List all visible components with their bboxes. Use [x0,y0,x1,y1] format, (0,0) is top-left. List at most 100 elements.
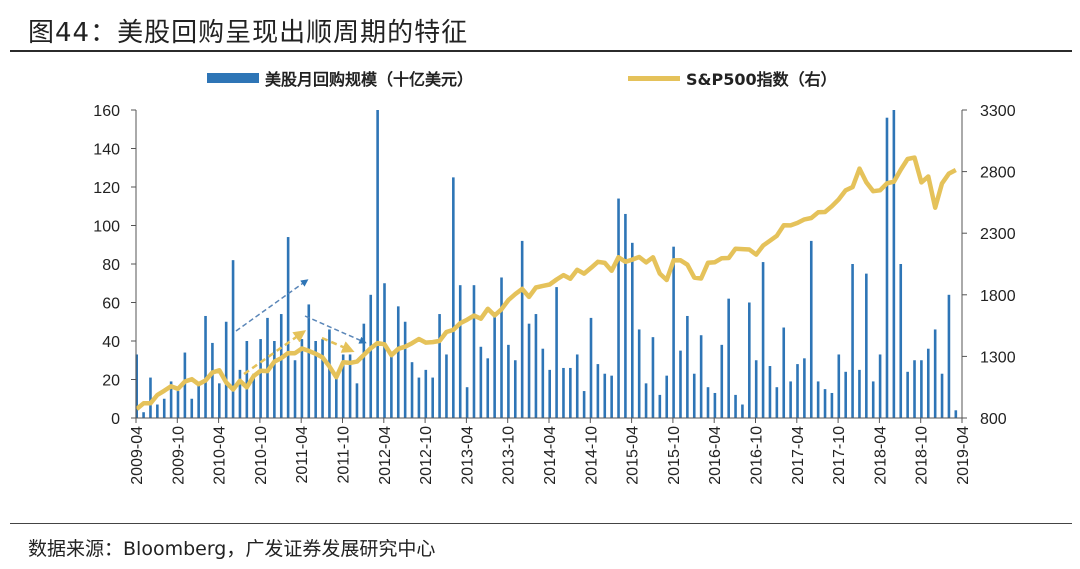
bar [933,329,937,418]
x-tick-label: 2018-04 [872,426,889,485]
bar [878,354,882,418]
bar [940,373,944,418]
bar [789,381,792,418]
bar [410,362,414,418]
x-tick-label: 2015-10 [666,426,683,485]
bar [273,341,276,418]
bar [809,240,813,418]
bar [699,335,703,418]
bar [486,358,490,418]
bar [658,394,662,418]
x-tick: 2011-04 [294,418,311,484]
bar [507,344,510,418]
bar [885,117,889,418]
x-tick: 2015-04 [625,418,642,485]
bar [169,381,173,418]
bar [624,213,627,418]
bar [479,346,483,418]
y-right-tick: 1300 [962,349,1016,366]
x-tick: 2012-10 [418,418,435,485]
x-tick-label: 2019-04 [955,426,972,485]
x-tick-label: 2009-10 [170,426,187,485]
bar [513,360,517,418]
bar [692,373,696,418]
bar [548,369,551,418]
bar [617,198,620,418]
footer-divider [10,523,1072,524]
y-left-tick-label: 160 [93,103,120,120]
bar [920,360,923,418]
bar [286,237,290,418]
bar [204,315,207,418]
x-tick-label: 2010-10 [253,426,270,485]
bar [713,392,717,418]
bar [596,364,600,418]
bar [644,383,648,418]
bar [417,377,421,418]
x-tick-label: 2014-04 [542,426,559,485]
y-left-tick: 60 [102,296,136,313]
y-right-tick: 800 [962,411,1007,428]
bar [390,356,393,418]
bar [465,387,469,418]
bar [706,387,710,418]
x-tick: 2017-10 [831,418,848,485]
bar [803,358,806,418]
y-left-tick-label: 40 [102,334,120,351]
x-tick-label: 2015-04 [625,426,642,485]
bar [218,383,221,418]
legend-bar-swatch [207,73,259,83]
x-tick-label: 2018-10 [914,426,931,485]
x-tick: 2017-04 [790,418,807,485]
bar [631,242,634,418]
bar [211,342,214,418]
bar [727,298,730,418]
y-left-tick: 100 [93,219,136,236]
bar [307,304,311,418]
x-tick: 2014-10 [583,418,600,485]
x-tick: 2016-10 [749,418,766,485]
bar [431,377,434,418]
y-right-tick-label: 3300 [980,103,1016,120]
bar [293,360,297,418]
y-left-tick-label: 120 [93,180,120,197]
y-left-tick-label: 60 [102,296,120,313]
figure-title: 图44：美股回购呈现出顺周期的特征 [28,18,469,48]
bar [947,294,951,418]
bar [637,329,641,418]
y-left-tick: 160 [93,103,136,120]
y-right-tick: 2800 [962,165,1016,182]
bar [149,377,152,418]
bar [741,404,744,418]
bar [224,321,228,418]
bar [396,306,400,418]
y-left-tick: 80 [102,257,136,274]
x-tick-label: 2017-04 [790,426,807,485]
x-tick-label: 2012-04 [377,426,394,485]
bar [603,373,607,418]
bar [176,391,180,418]
x-tick-label: 2014-10 [583,426,600,485]
bar [926,348,930,418]
sp500-line [135,155,957,411]
bar [279,314,283,418]
bar [424,369,428,418]
bar [906,371,909,418]
y-left-tick-label: 140 [93,142,120,159]
bar [823,389,827,418]
source-note: 数据来源：Bloomberg，广发证券发展研究中心 [28,538,436,560]
y-left-tick-label: 80 [102,257,120,274]
bar [500,277,503,418]
x-tick: 2019-04 [955,418,972,485]
x-tick-label: 2016-10 [749,426,766,485]
bar [865,273,868,418]
x-tick: 2013-10 [501,418,518,485]
y-left-tick-label: 20 [102,373,120,390]
y-left-tick-label: 0 [111,411,120,428]
x-tick: 2012-04 [377,418,394,485]
x-tick-label: 2016-04 [707,426,724,485]
bar [197,383,200,418]
bar [527,323,531,418]
bar [341,354,345,418]
bar [362,323,366,418]
